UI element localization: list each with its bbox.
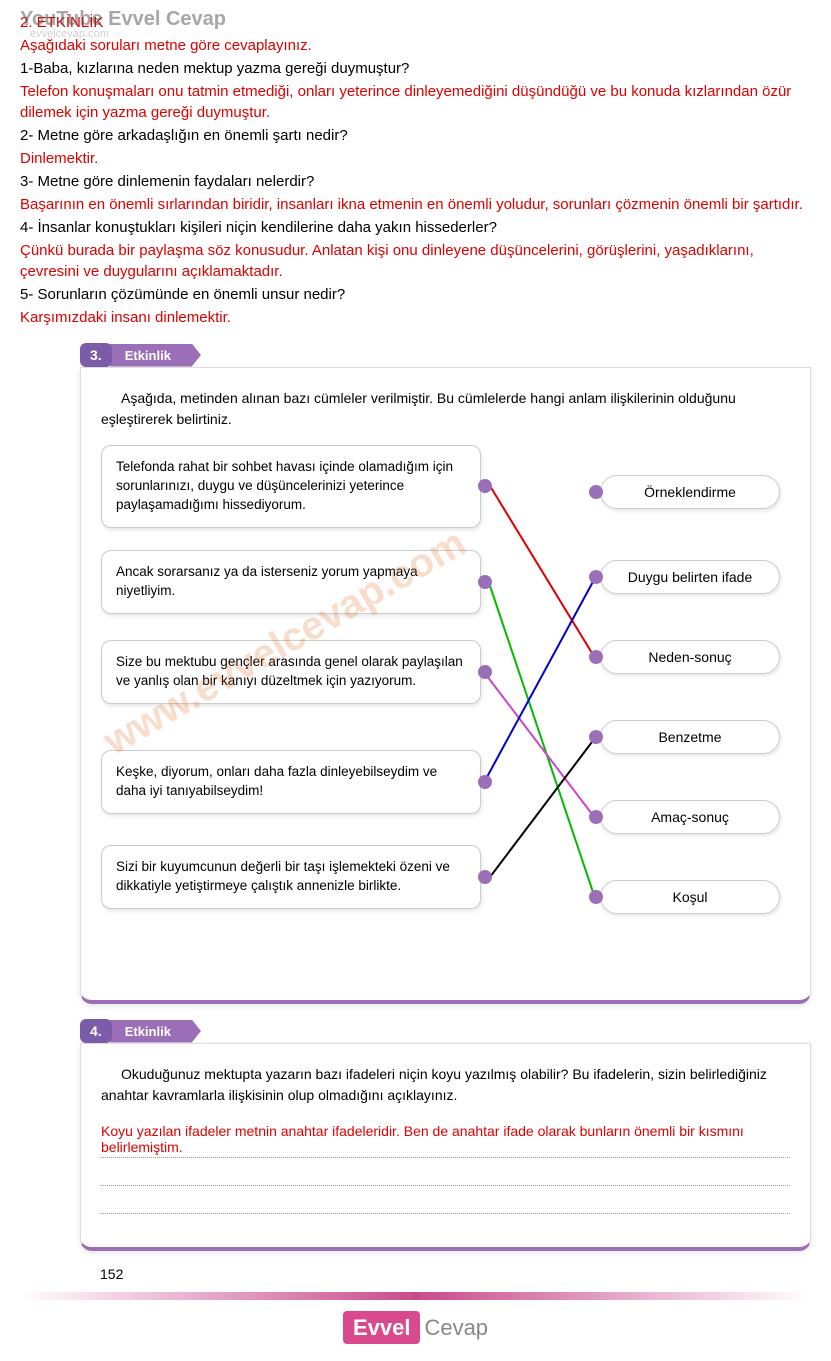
answer: Telefon konuşmaları onu tatmin etmediği,… [20,81,811,123]
answer: Çünkü burada bir paylaşma söz konusudur.… [20,240,811,282]
connection-line [487,738,595,881]
knob-right-0 [589,485,603,499]
connection-line [487,676,595,818]
activity-4-answer: Koyu yazılan ifadeler metnin anahtar ifa… [101,1121,790,1158]
bottom-logo: EvvelCevap [0,1305,831,1361]
activity-3-num: 3. [80,343,112,367]
left-box-0: Telefonda rahat bir sohbet havası içinde… [101,445,481,528]
logo-evvel: Evvel [343,1311,421,1344]
question: 2- Metne göre arkadaşlığın en önemli şar… [20,125,811,146]
page-number: 152 [100,1266,811,1282]
left-box-2: Size bu mektubu gençler arasında genel o… [101,640,481,704]
activity-4-label: Etkinlik [110,1020,201,1043]
connection-line [487,578,595,777]
question: 1-Baba, kızlarına neden mektup yazma ger… [20,58,811,79]
activity-4-header: 4. Etkinlik [80,1019,811,1043]
activity-3-label: Etkinlik [110,344,201,367]
blank-line-2 [101,1194,790,1214]
qa-block: 1-Baba, kızlarına neden mektup yazma ger… [20,58,811,328]
knob-right-3 [589,730,603,744]
left-box-1: Ancak sorarsanız ya da isterseniz yorum … [101,550,481,614]
knob-left-2 [478,665,492,679]
right-box-2: Neden-sonuç [600,640,780,674]
activity-3: 3. Etkinlik Aşağıda, metinden alınan baz… [80,343,811,1004]
question: 5- Sorunların çözümünde en önemli unsur … [20,284,811,305]
question: 4- İnsanlar konuştukları kişileri niçin … [20,217,811,238]
connection-line [487,577,595,898]
answer: Dinlemektir. [20,148,811,169]
connection-line [487,481,595,658]
left-box-3: Keşke, diyorum, onları daha fazla dinley… [101,750,481,814]
activity-4-num: 4. [80,1019,112,1043]
blank-line-1 [101,1166,790,1186]
top-watermark-url: evvelcevap.com [30,28,109,40]
activity-3-body: Aşağıda, metinden alınan bazı cümleler v… [80,367,811,1004]
knob-right-1 [589,570,603,584]
answer: Başarının en önemli sırlarından biridir,… [20,194,811,215]
left-box-4: Sizi bir kuyumcunun değerli bir taşı işl… [101,845,481,909]
knob-right-2 [589,650,603,664]
knob-right-5 [589,890,603,904]
section-instruction: Aşağıdaki soruları metne göre cevaplayın… [20,35,811,56]
question: 3- Metne göre dinlemenin faydaları neler… [20,171,811,192]
bottom-gradient [20,1292,811,1300]
right-box-0: Örneklendirme [600,475,780,509]
knob-left-1 [478,575,492,589]
activity-4-instruction: Okuduğunuz mektupta yazarın bazı ifadele… [101,1064,790,1106]
knob-left-3 [478,775,492,789]
knob-left-0 [478,479,492,493]
match-area: Telefonda rahat bir sohbet havası içinde… [101,445,790,975]
knob-right-4 [589,810,603,824]
activity-3-instruction: Aşağıda, metinden alınan bazı cümleler v… [101,388,790,430]
right-box-1: Duygu belirten ifade [600,560,780,594]
activity-4: 4. Etkinlik Okuduğunuz mektupta yazarın … [80,1019,811,1251]
page-container: 2. ETKİNLİK Aşağıdaki soruları metne gör… [0,0,831,1282]
logo-cevap: Cevap [424,1315,488,1340]
activity-3-header: 3. Etkinlik [80,343,811,367]
right-box-3: Benzetme [600,720,780,754]
knob-left-4 [478,870,492,884]
answer: Karşımızdaki insanı dinlemektir. [20,307,811,328]
right-box-5: Koşul [600,880,780,914]
right-box-4: Amaç-sonuç [600,800,780,834]
activity-4-body: Okuduğunuz mektupta yazarın bazı ifadele… [80,1043,811,1251]
